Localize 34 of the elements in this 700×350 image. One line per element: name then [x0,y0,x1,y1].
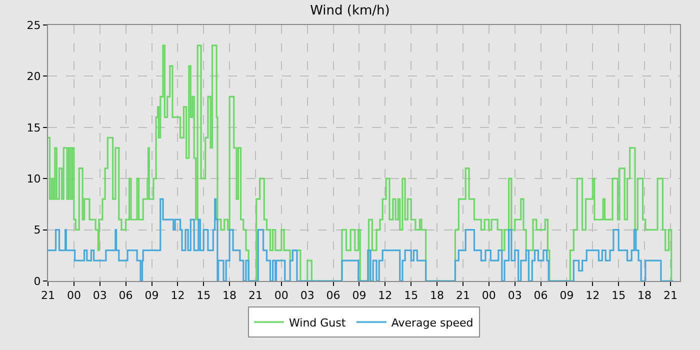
y-tick-label: 20 [26,70,41,84]
x-tick-label: 09 [144,289,159,302]
legend-label: Average speed [391,316,474,330]
x-tick-label: 12 [170,289,185,302]
legend-label: Wind Gust [289,316,346,330]
x-tick-label: 03 [300,289,314,302]
y-tick-label: 25 [26,18,41,32]
x-tick-label: 21 [41,289,55,302]
x-tick-label: 21 [456,289,470,302]
x-tick-label: 06 [534,289,548,302]
y-tick-label: 10 [26,172,41,186]
x-tick-label: 18 [430,289,444,302]
x-tick-label: 18 [222,289,237,302]
x-tick-label: 03 [508,289,522,302]
x-tick-label: 12 [586,289,600,302]
x-tick-label: 21 [663,289,678,302]
x-tick-label: 06 [118,289,133,302]
x-tick-label: 00 [66,289,81,302]
y-tick-label: 15 [26,121,41,134]
x-tick-label: 12 [378,289,392,302]
x-tick-label: 15 [404,289,418,302]
x-tick-label: 06 [326,289,340,302]
chart-title: Wind (km/h) [310,3,390,18]
x-tick-label: 15 [612,289,626,302]
x-tick-label: 15 [196,289,211,302]
x-tick-label: 03 [92,289,107,302]
x-tick-label: 00 [482,289,496,302]
x-tick-label: 00 [274,289,288,302]
x-tick-label: 21 [248,289,262,302]
x-tick-label: 18 [638,289,652,302]
x-tick-label: 09 [560,289,574,302]
y-tick-label: 5 [34,224,41,237]
y-tick-label: 0 [34,274,41,288]
x-tick-label: 09 [352,289,366,302]
